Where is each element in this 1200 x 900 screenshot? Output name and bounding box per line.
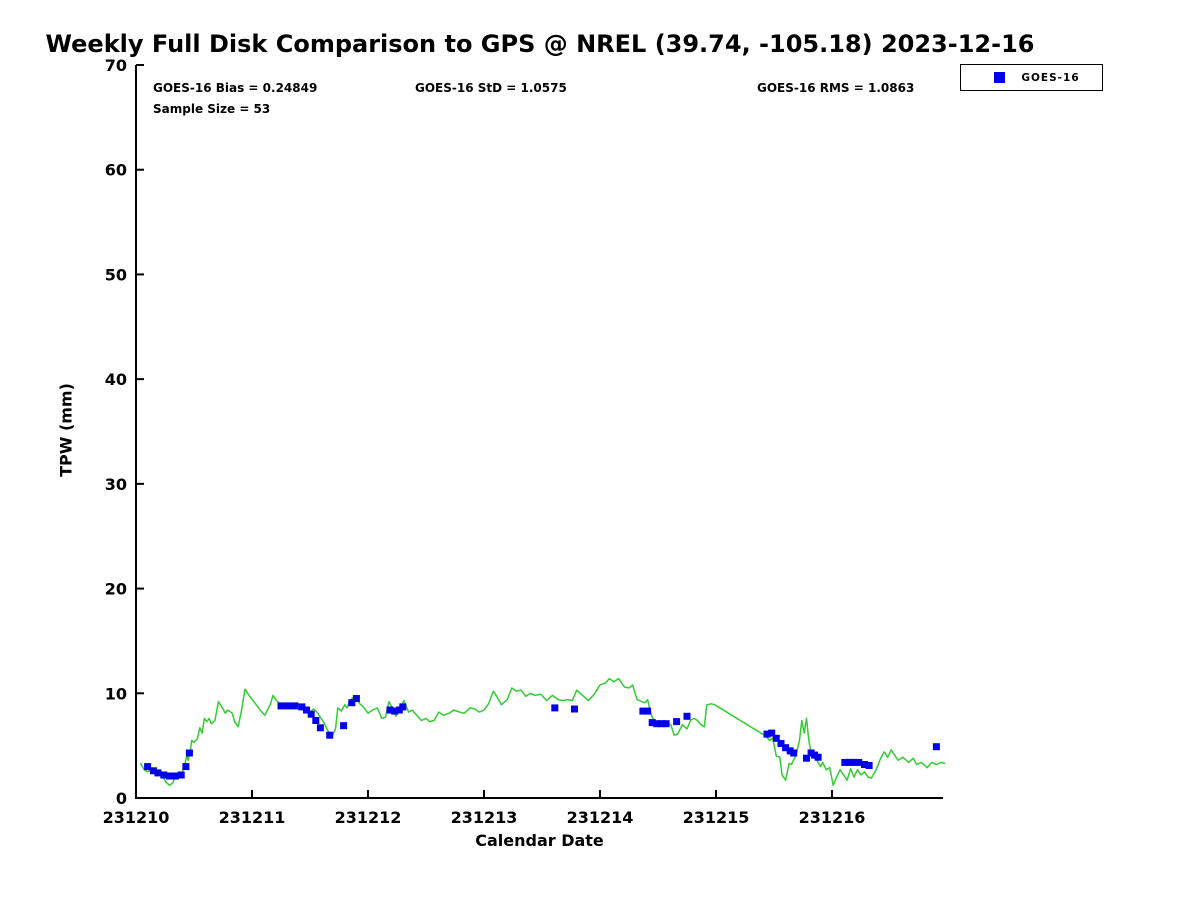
svg-text:20: 20 (105, 580, 127, 599)
gps-line-series (139, 677, 946, 787)
svg-text:0: 0 (116, 789, 127, 808)
legend-label-goes16: GOES-16 (1021, 71, 1080, 84)
stat-rms: GOES-16 RMS = 1.0863 (757, 81, 915, 95)
svg-text:30: 30 (105, 475, 127, 494)
svg-text:231211: 231211 (219, 808, 286, 827)
svg-text:40: 40 (105, 370, 127, 389)
goes16-square-marker-icon (994, 72, 1005, 83)
svg-text:231215: 231215 (683, 808, 750, 827)
svg-text:231212: 231212 (335, 808, 402, 827)
svg-text:60: 60 (105, 161, 127, 180)
axes: 0 10 20 30 40 50 60 70 231210 231211 231212 231213 2… (103, 56, 943, 827)
svg-text:50: 50 (105, 265, 127, 284)
goes16-marker-series (144, 695, 940, 780)
svg-text:10: 10 (105, 684, 127, 703)
chart-title: Weekly Full Disk Comparison to GPS @ NRE… (45, 30, 1035, 58)
svg-text:70: 70 (105, 56, 127, 75)
legend: GOES-16 (960, 64, 1103, 91)
svg-text:231214: 231214 (567, 808, 634, 827)
svg-text:231216: 231216 (799, 808, 866, 827)
stat-sample-size: Sample Size = 53 (153, 102, 271, 116)
svg-text:231213: 231213 (451, 808, 518, 827)
x-axis-label: Calendar Date (475, 831, 604, 850)
stat-bias: GOES-16 Bias = 0.24849 (153, 81, 318, 95)
svg-text:231210: 231210 (103, 808, 170, 827)
stat-std: GOES-16 StD = 1.0575 (415, 81, 567, 95)
